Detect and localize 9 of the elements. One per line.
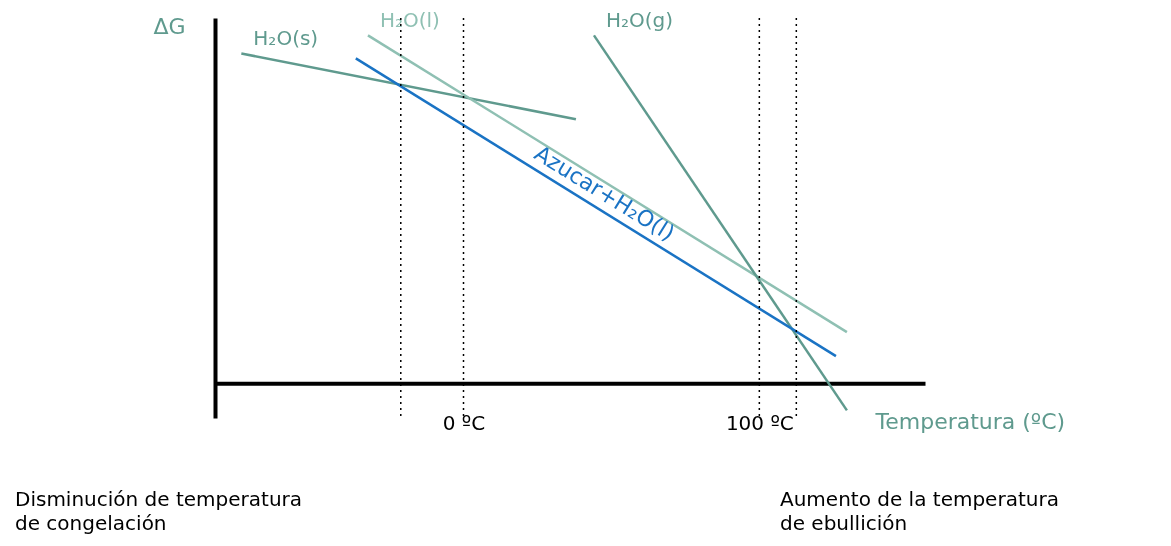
- y-axis-title: ΔG: [153, 13, 186, 39]
- series-label: H₂O(l): [379, 8, 440, 33]
- series-label: H₂O(s): [253, 26, 319, 51]
- x-tick-label: 0 ºC: [442, 410, 486, 435]
- text: Aumento de la temperatura de ebullición: [780, 487, 1059, 535]
- x-axis-title: Temperatura (ºC): [874, 408, 1066, 434]
- text: Disminución de temperatura de congelación: [15, 487, 303, 535]
- series-label: H₂O(g): [605, 8, 674, 33]
- x-tick-label: 100 ºC: [725, 410, 794, 435]
